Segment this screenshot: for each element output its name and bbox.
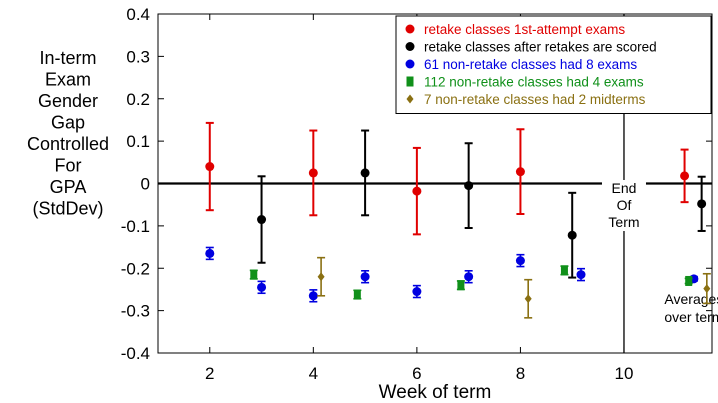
y-axis-label-line: Controlled <box>27 134 109 154</box>
legend-swatch <box>405 42 415 51</box>
series-2 <box>205 246 699 303</box>
data-point <box>257 282 267 292</box>
x-tick-label: 6 <box>412 364 421 383</box>
averages-annotation: Averages <box>664 291 718 307</box>
data-point <box>412 186 422 196</box>
legend-swatch <box>406 94 414 104</box>
x-axis-label: Week of term <box>379 382 492 403</box>
legend-label: retake classes 1st-attempt exams <box>424 22 625 37</box>
y-axis-label-line: Exam <box>45 70 91 90</box>
data-point <box>353 289 361 300</box>
series-4 <box>317 256 711 319</box>
y-axis-label-line: For <box>55 156 82 176</box>
data-point <box>412 287 422 297</box>
data-point <box>360 168 370 178</box>
y-tick-label: 0.1 <box>126 132 150 151</box>
y-axis-label-line: Gender <box>38 91 98 111</box>
y-axis-label-line: (StdDev) <box>32 199 103 219</box>
data-point <box>317 272 325 282</box>
legend-swatch <box>406 76 414 87</box>
data-point <box>703 284 711 294</box>
data-point <box>205 248 215 258</box>
legend-label: retake classes after retakes are scored <box>424 40 657 55</box>
data-point <box>680 171 690 181</box>
x-tick-label: 4 <box>309 364 318 383</box>
y-axis-label: In-termExamGenderGapControlledForGPA(Std… <box>27 48 109 219</box>
y-tick-label: 0.2 <box>126 90 150 109</box>
data-point <box>360 272 370 282</box>
y-axis-ticks: -0.4 -0.3 -0.2 -0.1 0 0.1 0.2 0.3 0.4 <box>121 5 712 363</box>
data-marks <box>205 121 711 319</box>
legend-label: 7 non-retake classes had 2 midterms <box>424 92 646 107</box>
y-tick-label: -0.4 <box>121 344 150 363</box>
end-of-term-annotation: Of <box>617 197 632 213</box>
data-point <box>257 215 267 225</box>
data-point <box>697 199 707 209</box>
legend: retake classes 1st-attempt exams retake c… <box>395 15 712 114</box>
y-tick-label: -0.1 <box>121 217 150 236</box>
series-3 <box>249 265 693 300</box>
y-tick-label: 0 <box>141 175 150 194</box>
data-point <box>524 294 532 304</box>
annotation-bg <box>601 197 646 214</box>
averages-annotation: over term <box>664 309 718 325</box>
data-point <box>576 270 586 280</box>
legend-label: 61 non-retake classes had 8 exams <box>424 57 637 72</box>
legend-swatch <box>405 59 415 69</box>
data-point <box>685 275 693 286</box>
data-point <box>515 167 525 177</box>
y-axis-label-line: GPA <box>50 177 87 197</box>
annotation-bg <box>601 180 646 197</box>
legend-label: 112 non-retake classes had 4 exams <box>424 75 644 90</box>
y-tick-label: -0.3 <box>121 302 150 321</box>
data-point <box>308 168 318 178</box>
annotation-bg <box>601 214 646 231</box>
end-of-term-annotation: Term <box>608 214 639 230</box>
data-point <box>205 162 215 172</box>
y-axis-label-line: Gap <box>51 113 85 133</box>
data-point <box>464 181 474 191</box>
data-point <box>515 256 525 266</box>
data-point <box>250 269 258 280</box>
y-tick-label: 0.3 <box>126 47 150 66</box>
legend-swatch <box>405 24 415 34</box>
y-axis-label-line: In-term <box>39 48 96 68</box>
y-tick-label: 0.4 <box>126 5 150 24</box>
x-tick-label: 2 <box>205 364 214 383</box>
data-point <box>560 265 568 276</box>
end-of-term-annotation: End <box>612 180 637 196</box>
series-1 <box>257 129 707 279</box>
y-tick-label: -0.2 <box>121 259 150 278</box>
data-point <box>457 280 465 291</box>
data-point <box>308 291 318 301</box>
legend-box <box>395 15 712 114</box>
x-tick-label: 10 <box>615 364 634 383</box>
series-0 <box>205 121 690 236</box>
data-point <box>567 230 577 240</box>
data-point <box>464 272 474 282</box>
x-tick-label: 8 <box>516 364 525 383</box>
